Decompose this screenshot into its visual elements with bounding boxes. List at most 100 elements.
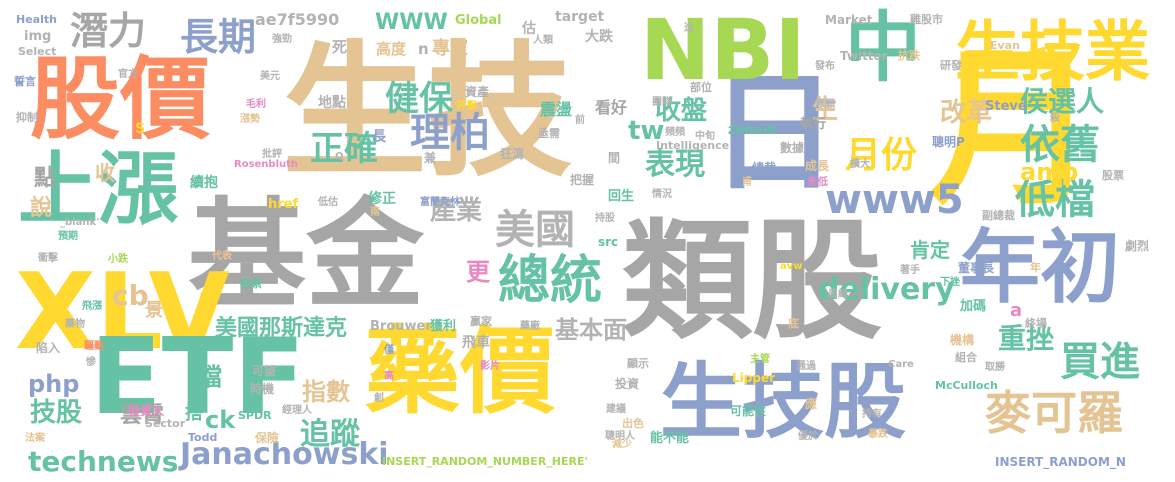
word: S (135, 121, 146, 137)
word: target (555, 9, 605, 25)
word: 總裁 (752, 161, 777, 175)
word: 取勝 (985, 362, 1005, 373)
word: 雲霄 (120, 403, 165, 428)
word: 聰明P (932, 135, 965, 149)
word: 副總裁 (982, 209, 1015, 222)
word: 漲勢 (240, 114, 260, 125)
word: 股價 (30, 47, 210, 152)
word: Rosenbluth (234, 159, 299, 170)
word: 贏家 (470, 315, 492, 328)
word: Sector (145, 417, 186, 430)
word: 狂瀉 (500, 147, 525, 161)
word: tw (628, 116, 665, 146)
word: 日 (710, 59, 839, 208)
word: 劇烈 (1125, 239, 1150, 253)
word: 僅 (384, 345, 394, 356)
word: Select (18, 45, 57, 58)
word: 組合 (955, 351, 977, 364)
word: 藥廠 (520, 321, 540, 332)
word: 預期 (58, 231, 78, 242)
word: 搭 (185, 403, 203, 424)
word: 慘 (86, 357, 96, 368)
word: 高度 (376, 40, 407, 58)
word: 侯選人 (1020, 85, 1105, 118)
word: 小跌 (108, 254, 128, 265)
word: 理柏 (410, 110, 490, 156)
word: 應 (805, 397, 818, 411)
word: 能不能 (650, 431, 690, 446)
word: 經理人 (282, 405, 312, 416)
word: 穩健 (447, 69, 467, 80)
word: XLV (15, 251, 230, 373)
word: 發布 (815, 61, 835, 72)
word: Intelligence (656, 139, 730, 152)
word: 兩 (370, 207, 380, 218)
word: 拖累 (240, 277, 262, 290)
word: 年初 (960, 221, 1120, 314)
word: Care (888, 359, 914, 370)
word: 生 (812, 95, 839, 125)
word: n (418, 40, 429, 58)
word: 董事長 (958, 261, 995, 275)
word: 買進 (1060, 339, 1140, 385)
word: 強勁 (272, 34, 292, 45)
word: 可望 (252, 364, 277, 378)
word: 新低 (808, 177, 828, 188)
word: Janachowski (180, 437, 389, 472)
word: src (598, 235, 619, 249)
word: 追蹤 (300, 417, 360, 452)
word: 團隊 (652, 97, 672, 108)
word: Health (16, 13, 57, 26)
word: 死 (332, 38, 348, 56)
word: 看好 (595, 98, 628, 117)
word: 中 (845, 3, 921, 92)
word: 肯定 (910, 238, 950, 262)
word: www5 (825, 177, 964, 223)
word: 點 (34, 166, 57, 191)
word: 法案 (25, 433, 45, 444)
word: 收 (95, 161, 115, 185)
word: 持股 (595, 213, 615, 224)
word: 可能性 (730, 404, 767, 418)
word: 富蘭克林 (420, 197, 460, 208)
word: 續抱 (190, 175, 218, 191)
word: technews (28, 445, 179, 478)
word: 通過 (796, 361, 816, 372)
word: 獲利 (430, 319, 457, 334)
word: 聰明人 (605, 431, 635, 442)
word: zoneid (728, 123, 777, 138)
word: INSERT_RANDOM_N (995, 455, 1126, 469)
word: ETF (90, 316, 306, 438)
word: Steve (985, 99, 1027, 114)
word: 成長 (805, 159, 830, 173)
word: 迄 (684, 23, 694, 34)
word: 底 (788, 317, 799, 330)
word: 基本面 (555, 316, 627, 344)
word: 專家 (432, 38, 468, 59)
word: Global (455, 13, 502, 28)
word: Q (335, 151, 344, 162)
word: 時機 (250, 382, 275, 396)
word: 頻頻 (665, 127, 685, 138)
word: 意願 (815, 99, 835, 110)
word: 官方 (118, 69, 138, 80)
word: 毛利 (246, 99, 266, 110)
word: php (28, 370, 80, 398)
word: 藥價 (365, 317, 556, 427)
word: 景 (145, 300, 163, 321)
word: ck (205, 406, 236, 434)
word: 回生 (608, 189, 635, 204)
word: 低檔 (1015, 177, 1095, 223)
word: 人類 (533, 35, 553, 46)
word: 情況 (652, 189, 672, 200)
word: 影片 (480, 361, 500, 372)
word: 抨擊 (457, 101, 477, 112)
word: 地點 (318, 95, 346, 111)
word: INSERT_RANDOM_NUMBER_HERE' (382, 455, 588, 468)
word: 收盤 (655, 96, 708, 126)
word: 殺 (1050, 113, 1060, 124)
word: 年 (1030, 261, 1041, 274)
word: href (268, 197, 299, 212)
word: 雞股市 (910, 13, 943, 26)
